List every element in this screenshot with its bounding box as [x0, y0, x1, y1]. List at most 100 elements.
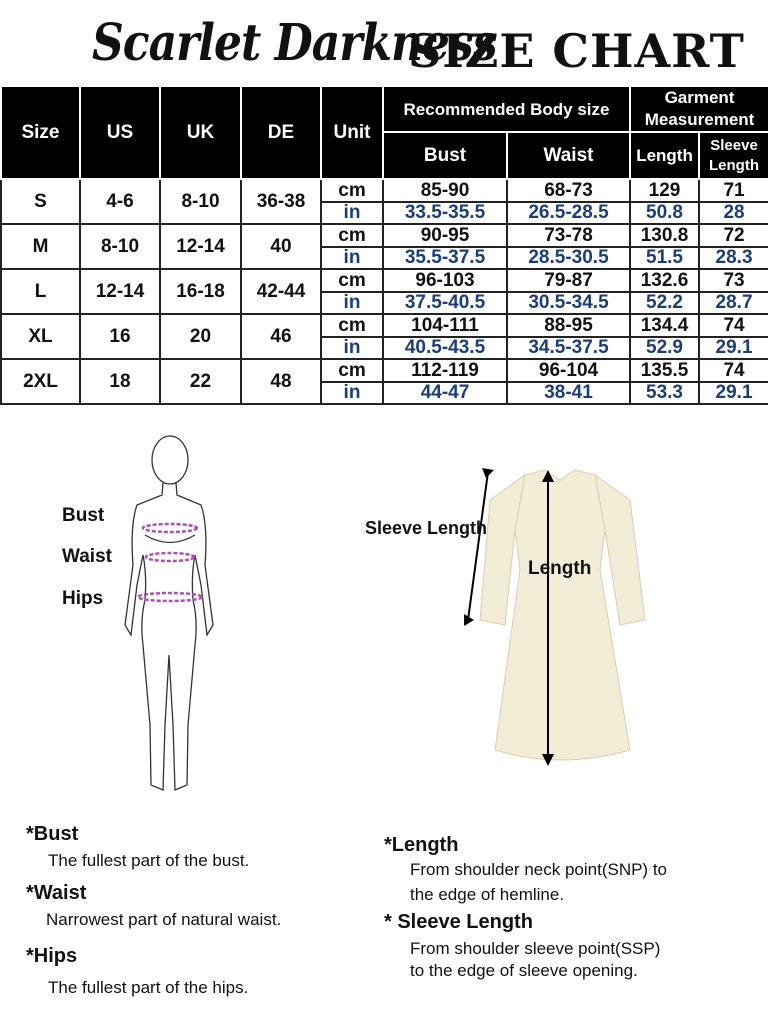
note-length-heading: *Length	[384, 834, 459, 856]
cell-in-unit: in	[320, 245, 384, 271]
cell-uk: 20	[159, 313, 242, 361]
cell-us: 18	[79, 358, 161, 406]
cell-in-length: 53.3	[629, 380, 701, 406]
header-body-size: Recommended Body size	[381, 84, 632, 134]
cell-in-sleeve: 29.1	[698, 380, 768, 406]
note-length-text-2: the edge of hemline.	[410, 885, 565, 904]
cell-in-sleeve: 28.3	[698, 245, 768, 271]
cell-in-bust: 33.5-35.5	[382, 200, 508, 226]
note-sleeve-text-1: From shoulder sleeve point(SSP)	[410, 939, 661, 958]
cell-cm-bust: 85-90	[382, 178, 508, 203]
cell-cm-sleeve: 74	[698, 313, 768, 338]
cell-cm-unit: cm	[320, 268, 384, 293]
cell-uk: 12-14	[159, 223, 242, 271]
table-row-cm: XL 16 20 46 cm 104-111 88-95 134.4 74	[0, 313, 768, 361]
label-hips: Hips	[62, 588, 104, 609]
cell-us: 4-6	[79, 178, 161, 226]
cell-in-unit: in	[320, 200, 384, 226]
note-length-text-1: From shoulder neck point(SNP) to	[410, 860, 667, 879]
cell-cm-waist: 68-73	[505, 178, 632, 203]
cell-de: 48	[240, 358, 322, 406]
cell-us: 16	[79, 313, 161, 361]
cell-cm-sleeve: 72	[698, 223, 768, 248]
body-figure-illustration	[124, 435, 214, 791]
brand-logo: Scarlet Darkness	[92, 14, 497, 73]
cell-de: 40	[240, 223, 322, 271]
cell-in-unit: in	[320, 290, 384, 316]
cell-in-unit: in	[320, 380, 384, 406]
cell-in-length: 50.8	[629, 200, 701, 226]
cell-us: 8-10	[79, 223, 161, 271]
note-waist-heading: *Waist	[26, 882, 87, 904]
cell-cm-waist: 96-104	[505, 358, 632, 383]
cell-cm-bust: 112-119	[382, 358, 508, 383]
table-row-cm: 2XL 18 22 48 cm 112-119 96-104 135.5 74	[0, 358, 768, 406]
cell-in-unit: in	[320, 335, 384, 361]
cell-de: 36-38	[240, 178, 322, 226]
label-length: Length	[528, 558, 592, 579]
cell-cm-waist: 88-95	[505, 313, 632, 338]
cell-cm-unit: cm	[320, 358, 384, 383]
cell-cm-unit: cm	[320, 178, 384, 203]
cell-in-bust: 35.5-37.5	[382, 245, 508, 271]
cell-cm-sleeve: 71	[698, 178, 768, 203]
cell-cm-length: 130.8	[629, 223, 701, 248]
cell-cm-waist: 79-87	[505, 268, 632, 293]
cell-de: 46	[240, 313, 322, 361]
cell-cm-unit: cm	[320, 313, 384, 338]
cell-size: 2XL	[0, 358, 81, 406]
note-waist-text: Narrowest part of natural waist.	[46, 910, 282, 929]
cell-cm-bust: 104-111	[382, 313, 508, 338]
cell-in-length: 52.9	[629, 335, 701, 361]
cell-cm-unit: cm	[320, 223, 384, 248]
header-sleeve: Sleeve Length	[698, 131, 768, 181]
header-de: DE	[240, 84, 322, 181]
cell-size: L	[0, 268, 81, 316]
table-row-cm: S 4-6 8-10 36-38 cm 85-90 68-73 129 71	[0, 178, 768, 226]
table-row-cm: M 8-10 12-14 40 cm 90-95 73-78 130.8 72	[0, 223, 768, 271]
cell-in-sleeve: 28	[698, 200, 768, 226]
cell-cm-length: 132.6	[629, 268, 701, 293]
note-sleeve-text-2: to the edge of sleeve opening.	[410, 961, 638, 980]
note-bust-heading: *Bust	[26, 823, 79, 845]
table-row-in: in 33.5-35.5 26.5-28.5 50.8 28	[1, 200, 768, 226]
dress-illustration	[464, 468, 646, 766]
cell-in-waist: 28.5-30.5	[505, 245, 632, 271]
cell-cm-sleeve: 73	[698, 268, 768, 293]
cell-in-bust: 37.5-40.5	[382, 290, 508, 316]
header-us: US	[79, 84, 161, 181]
header-length: Length	[629, 131, 701, 181]
cell-in-waist: 26.5-28.5	[505, 200, 632, 226]
note-sleeve-heading: * Sleeve Length	[384, 911, 533, 933]
label-sleeve-length: Sleeve Length	[365, 518, 488, 538]
cell-size: M	[0, 223, 81, 271]
note-hips-heading: *Hips	[26, 945, 78, 967]
cell-uk: 22	[159, 358, 242, 406]
header-waist: Waist	[505, 131, 632, 181]
cell-in-bust: 44-47	[382, 380, 508, 406]
header-garment: Garment Measurement	[629, 84, 768, 134]
header-uk: UK	[159, 84, 242, 181]
cell-in-length: 51.5	[629, 245, 701, 271]
cell-cm-length: 135.5	[629, 358, 701, 383]
cell-cm-bust: 96-103	[382, 268, 508, 293]
label-bust: Bust	[62, 505, 105, 526]
header-bust: Bust	[382, 131, 508, 181]
note-bust-text: The fullest part of the bust.	[48, 851, 250, 870]
cell-cm-waist: 73-78	[505, 223, 632, 248]
cell-cm-length: 129	[629, 178, 701, 203]
cell-cm-sleeve: 74	[698, 358, 768, 383]
cell-de: 42-44	[240, 268, 322, 316]
cell-in-waist: 38-41	[505, 380, 632, 406]
cell-cm-length: 134.4	[629, 313, 701, 338]
cell-in-bust: 40.5-43.5	[382, 335, 508, 361]
cell-in-waist: 30.5-34.5	[505, 290, 632, 316]
cell-size: XL	[0, 313, 81, 361]
cell-uk: 8-10	[159, 178, 242, 226]
label-waist: Waist	[62, 546, 112, 567]
note-hips-text: The fullest part of the hips.	[48, 978, 249, 997]
cell-size: S	[0, 178, 81, 226]
table-row-in: in 44-47 38-41 53.3 29.1	[1, 380, 768, 406]
cell-in-sleeve: 29.1	[698, 335, 768, 361]
cell-in-length: 52.2	[629, 290, 701, 316]
